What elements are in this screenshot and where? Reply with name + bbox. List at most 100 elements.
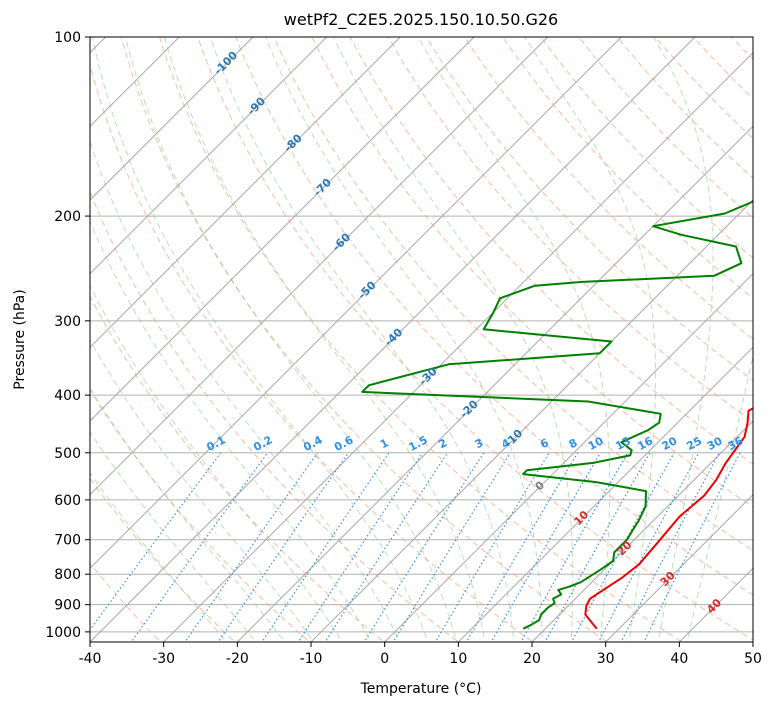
mixing-ratio-line	[598, 452, 700, 642]
moist-adiabat	[417, 37, 611, 642]
x-tick-label: 30	[597, 651, 615, 667]
isotherm-label: -70	[311, 176, 334, 199]
y-tick-label: 600	[54, 493, 81, 509]
moist-adiabat	[90, 431, 257, 642]
moist-adiabat	[209, 37, 515, 642]
isotherm	[236, 125, 753, 642]
mixing-ratio-label: 10	[586, 434, 606, 453]
moist-adiabat	[90, 284, 343, 642]
isotherm	[752, 641, 753, 642]
mixing-ratio-line	[90, 452, 222, 631]
x-axis-label: Temperature (°C)	[360, 681, 482, 697]
dry-adiabat	[90, 62, 534, 642]
mixing-ratio-label: 30	[705, 434, 725, 453]
dry-adiabat	[235, 37, 753, 596]
isotherm	[90, 37, 549, 496]
mixing-ratio-line	[392, 452, 511, 642]
x-tick-label: 10	[449, 651, 467, 667]
x-tick-label: -10	[300, 651, 323, 667]
pressure-gridlines	[90, 37, 753, 633]
y-tick-label: 200	[54, 209, 81, 225]
moist-adiabat	[332, 37, 574, 642]
x-tick-label: 40	[670, 651, 688, 667]
dry-adiabat	[90, 477, 236, 642]
dry-adiabat	[90, 295, 385, 642]
dry-adiabat	[463, 37, 753, 340]
dry-adiabat	[349, 37, 753, 465]
mixing-ratio-label: 0.1	[204, 433, 227, 454]
mixing-ratio-label: 0.6	[332, 433, 356, 454]
moist-adiabat	[686, 353, 753, 642]
mixing-ratio-line	[130, 452, 269, 642]
mixing-ratio-line	[261, 452, 390, 642]
mixing-ratio-line	[324, 452, 449, 642]
moist-adiabat	[91, 37, 429, 642]
dry-adiabat	[757, 24, 775, 647]
plot-area: 0.1 0.2 0.4 0.6 1 1.5 2 3 4 6 8 10 13 16 20 25 30 36-100-…	[90, 24, 775, 647]
y-tick-label: 800	[54, 567, 81, 583]
dry-adiabat	[502, 37, 753, 299]
chart-title: wetPf2_C2E5.2025.150.10.50.G26	[284, 10, 558, 30]
isotherm	[678, 567, 753, 642]
isotherm	[604, 493, 753, 642]
isotherm-label: 10	[571, 508, 591, 528]
mixing-ratio-line	[620, 452, 720, 642]
y-tick-label: 100	[54, 30, 81, 46]
isotherm	[90, 37, 254, 201]
dry-adiabat	[578, 37, 753, 219]
mixing-ratio-line	[217, 452, 349, 642]
moist-adiabat	[265, 37, 543, 642]
dry-adiabat	[197, 37, 753, 641]
mixing-ratio-line	[643, 452, 741, 642]
mixing-ratio-label: 0.2	[251, 433, 274, 454]
y-tick-label: 900	[54, 598, 81, 614]
mixing-ratio-label: 20	[660, 434, 680, 453]
y-tick-label: 1000	[45, 625, 81, 641]
moist-adiabat	[163, 37, 486, 642]
x-tick-label: 20	[523, 651, 541, 667]
isotherm	[531, 420, 753, 642]
isotherm	[162, 51, 753, 642]
isotherm	[90, 37, 475, 422]
y-axis-label: Pressure (hPa)	[12, 289, 28, 389]
moist-adiabat	[90, 339, 315, 642]
x-tick-label: -30	[152, 651, 175, 667]
isotherm	[90, 37, 181, 128]
moist-adiabat	[90, 387, 286, 642]
isotherm-label: -80	[281, 131, 304, 154]
mixing-ratio-label: 0.4	[301, 433, 325, 454]
isotherm	[90, 37, 328, 275]
y-tick-label: 400	[54, 388, 81, 404]
mixing-ratio-line	[184, 452, 319, 642]
dry-adiabat	[90, 389, 311, 642]
series-line-0	[584, 407, 753, 630]
isotherm-label: 0	[533, 478, 548, 493]
dry-adiabat	[311, 37, 753, 508]
mixing-ratio-label: 25	[684, 434, 704, 453]
mixing-ratio-label: 1.5	[406, 433, 429, 454]
mixing-ratio-label: 2	[436, 436, 449, 451]
dry-adiabat	[540, 37, 753, 259]
isotherm	[90, 37, 623, 570]
isotherm	[90, 37, 696, 642]
isotherm-label: -90	[245, 94, 268, 117]
isotherm-label: -50	[355, 278, 378, 301]
dry-adiabat	[692, 37, 753, 100]
moist-adiabat	[653, 37, 714, 642]
isotherm-label: 20	[615, 538, 635, 558]
x-tick-label: 0	[380, 651, 389, 667]
dry-adiabat	[273, 37, 753, 552]
y-tick-label: 700	[54, 533, 81, 549]
isotherm-label: -20	[457, 397, 480, 420]
dry-adiabat	[387, 37, 753, 423]
isotherm	[90, 37, 402, 349]
x-tick-label: -40	[79, 651, 102, 667]
x-axis-ticks: -40 -30 -20 -10 0 10 20 30 40 50	[79, 642, 762, 667]
mixing-ratio-line	[363, 452, 485, 642]
moist-adiabat	[90, 471, 228, 642]
moist-adiabats	[90, 37, 753, 642]
mixing-ratio-lines	[90, 452, 741, 642]
isotherm-label: 30	[658, 569, 678, 589]
moist-adiabat	[90, 220, 372, 642]
moist-adiabat	[524, 37, 657, 642]
